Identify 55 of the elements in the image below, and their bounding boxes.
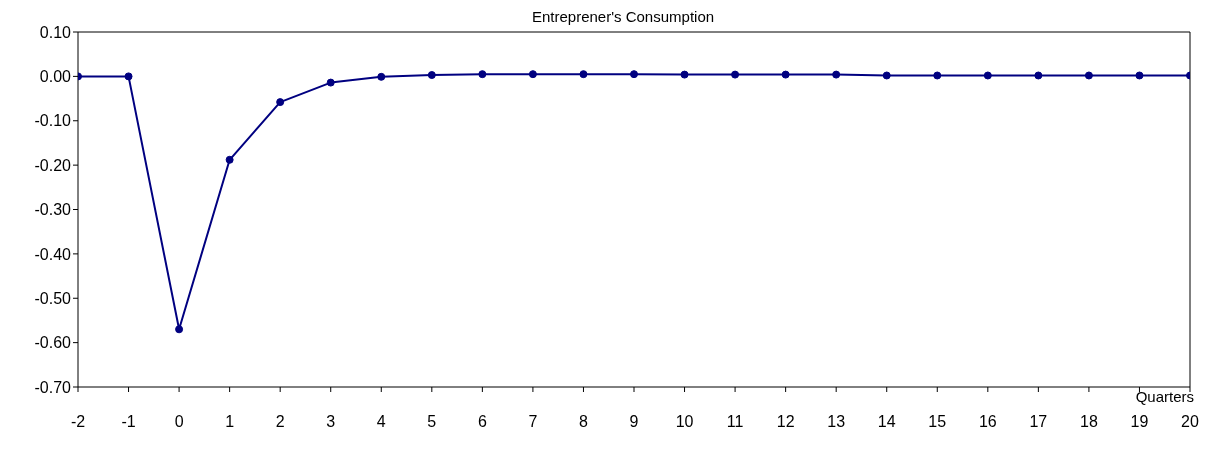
x-tick-label: 4 — [376, 413, 386, 431]
x-tick-label: 3 — [326, 413, 336, 431]
x-tick-label: 5 — [427, 413, 437, 431]
point — [731, 70, 740, 79]
point — [377, 72, 386, 81]
point — [1084, 71, 1093, 80]
point — [276, 98, 285, 107]
x-tick-label: 6 — [477, 413, 487, 431]
y-tick-label: -0.40 — [34, 245, 72, 263]
point — [882, 71, 891, 80]
y-tick-label: -0.30 — [34, 201, 72, 219]
point — [983, 71, 992, 80]
point — [680, 70, 689, 79]
x-tick-label: 17 — [1029, 413, 1048, 431]
x-tick-label: 9 — [629, 413, 639, 431]
x-tick-label: -1 — [121, 413, 136, 431]
x-tick-label: 2 — [275, 413, 285, 431]
y-tick-label: -0.20 — [34, 156, 72, 174]
x-tick-label: 11 — [726, 413, 744, 431]
y-tick-label: -0.10 — [34, 112, 72, 130]
x-tick-label: 10 — [675, 413, 694, 431]
point — [579, 70, 588, 79]
y-tick-label: -0.60 — [34, 334, 72, 352]
point — [326, 78, 335, 87]
point — [225, 155, 234, 164]
point — [528, 70, 537, 79]
x-tick-label: 13 — [827, 413, 846, 431]
point — [781, 70, 790, 79]
x-tick-label: 15 — [928, 413, 947, 431]
y-tick-label: -0.50 — [34, 289, 72, 307]
point — [175, 325, 184, 334]
point — [630, 70, 638, 79]
x-tick-label: 14 — [877, 413, 896, 431]
x-tick-label: 7 — [528, 413, 538, 431]
point — [1135, 71, 1144, 80]
x-tick-label: 1 — [225, 413, 235, 431]
x-tick-label: 18 — [1080, 413, 1098, 431]
x-tick-label: -2 — [70, 413, 86, 431]
x-tick-label: 16 — [978, 413, 997, 431]
x-tick-label: 8 — [579, 413, 588, 431]
chart-title: Entreprener's Consumption — [530, 8, 716, 25]
point — [124, 72, 133, 81]
point — [1034, 71, 1043, 80]
point — [933, 71, 942, 80]
y-tick-label: -0.70 — [34, 378, 72, 396]
y-tick-label: 0.00 — [39, 68, 72, 86]
x-tick-label: 0 — [174, 413, 184, 431]
point — [832, 70, 841, 79]
point — [478, 70, 487, 79]
x-tick-label: 19 — [1130, 413, 1149, 431]
x-axis-title: Quarters — [1135, 388, 1194, 405]
y-tick-label: 0.10 — [39, 23, 72, 41]
x-tick-label: 20 — [1181, 413, 1199, 431]
x-tick-label: 12 — [776, 413, 795, 431]
point — [427, 71, 436, 80]
